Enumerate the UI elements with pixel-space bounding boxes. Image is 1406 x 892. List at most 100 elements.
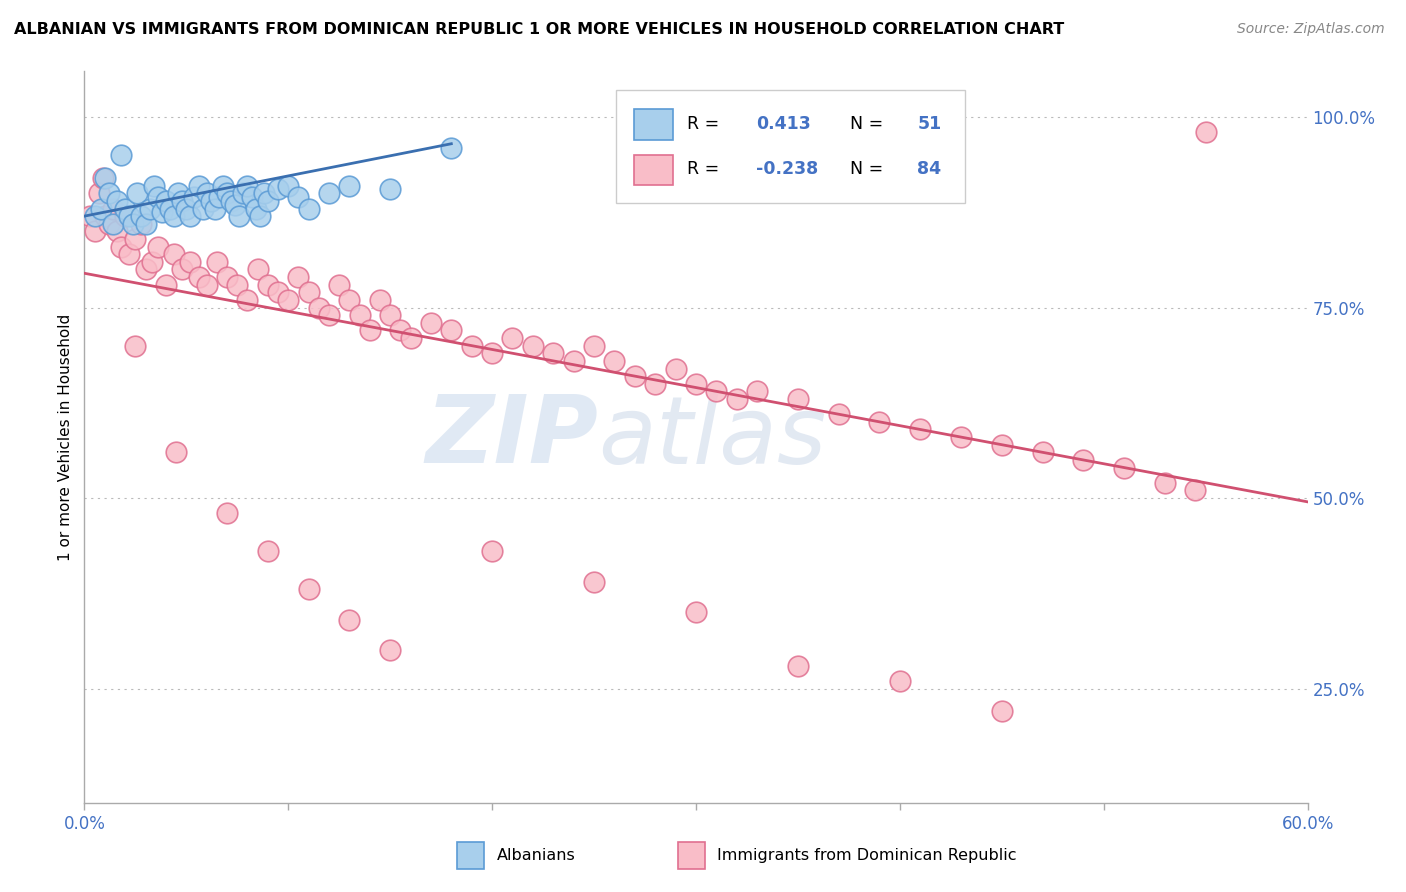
Point — [183, 190, 205, 204]
Point — [339, 293, 361, 307]
Point — [318, 186, 340, 201]
Point — [267, 182, 290, 196]
Point — [114, 202, 136, 216]
Point — [869, 415, 891, 429]
Point — [257, 277, 280, 292]
Point — [624, 369, 647, 384]
Point — [1114, 460, 1136, 475]
Point — [461, 339, 484, 353]
Point — [249, 209, 271, 223]
Point — [167, 186, 190, 201]
Text: 84: 84 — [917, 161, 942, 178]
Point — [155, 277, 177, 292]
Point — [1032, 445, 1054, 459]
Point — [440, 140, 463, 154]
Point — [179, 209, 201, 223]
Point — [502, 331, 524, 345]
FancyBboxPatch shape — [616, 90, 965, 203]
Bar — [634, 110, 672, 140]
Point — [217, 186, 239, 201]
Point — [155, 194, 177, 208]
Point — [359, 323, 381, 337]
Point — [828, 407, 851, 421]
Text: N =: N = — [851, 161, 883, 178]
Point — [910, 422, 932, 436]
Point — [685, 605, 707, 619]
Point — [83, 224, 105, 238]
Point — [212, 178, 235, 193]
Point — [339, 178, 361, 193]
Point — [253, 186, 276, 201]
Point — [787, 392, 810, 406]
Point — [298, 582, 321, 597]
Point — [562, 354, 585, 368]
Point — [228, 209, 250, 223]
Point — [131, 217, 153, 231]
Point — [124, 339, 146, 353]
Point — [232, 186, 254, 201]
Point — [93, 209, 115, 223]
Point — [163, 209, 186, 223]
Point — [236, 293, 259, 307]
Point — [118, 209, 141, 223]
Point — [287, 190, 309, 204]
Point — [205, 255, 228, 269]
Point — [583, 339, 606, 353]
Point — [172, 194, 194, 208]
Point — [91, 171, 114, 186]
Point — [583, 574, 606, 589]
Point — [105, 224, 128, 238]
Text: Albanians: Albanians — [496, 848, 575, 863]
Point — [217, 506, 239, 520]
Point — [118, 247, 141, 261]
Point — [287, 270, 309, 285]
Point — [146, 190, 169, 204]
Point — [603, 354, 626, 368]
Point — [172, 262, 194, 277]
Text: R =: R = — [688, 161, 720, 178]
Point — [101, 202, 124, 216]
Point — [179, 255, 201, 269]
Text: ALBANIAN VS IMMIGRANTS FROM DOMINICAN REPUBLIC 1 OR MORE VEHICLES IN HOUSEHOLD C: ALBANIAN VS IMMIGRANTS FROM DOMINICAN RE… — [14, 22, 1064, 37]
Point — [97, 186, 120, 201]
Point — [277, 178, 299, 193]
Y-axis label: 1 or more Vehicles in Household: 1 or more Vehicles in Household — [58, 313, 73, 561]
Point — [246, 262, 269, 277]
Point — [226, 277, 249, 292]
Point — [200, 194, 222, 208]
Point — [165, 445, 187, 459]
Point — [380, 308, 402, 322]
Point — [298, 202, 321, 216]
Text: Immigrants from Dominican Republic: Immigrants from Dominican Republic — [717, 848, 1017, 863]
Point — [725, 392, 748, 406]
Point — [110, 239, 132, 253]
Point — [97, 217, 120, 231]
Bar — [678, 841, 704, 870]
Point — [141, 255, 163, 269]
Point — [328, 277, 350, 292]
Point — [124, 232, 146, 246]
Point — [90, 202, 112, 216]
Point — [224, 197, 246, 211]
Point — [187, 178, 209, 193]
Point — [219, 194, 242, 208]
Point — [277, 293, 299, 307]
Point — [105, 194, 128, 208]
Point — [399, 331, 422, 345]
Point — [114, 209, 136, 223]
Point — [146, 239, 169, 253]
Bar — [634, 154, 672, 186]
Text: atlas: atlas — [598, 392, 827, 483]
Text: 0.413: 0.413 — [756, 115, 811, 133]
Point — [1073, 453, 1095, 467]
Point — [380, 643, 402, 657]
Point — [245, 202, 267, 216]
Point — [298, 285, 321, 300]
Point — [339, 613, 361, 627]
Point — [380, 182, 402, 196]
Point — [440, 323, 463, 337]
Point — [308, 301, 330, 315]
Point — [208, 190, 231, 204]
Text: N =: N = — [851, 115, 883, 133]
Point — [240, 190, 263, 204]
